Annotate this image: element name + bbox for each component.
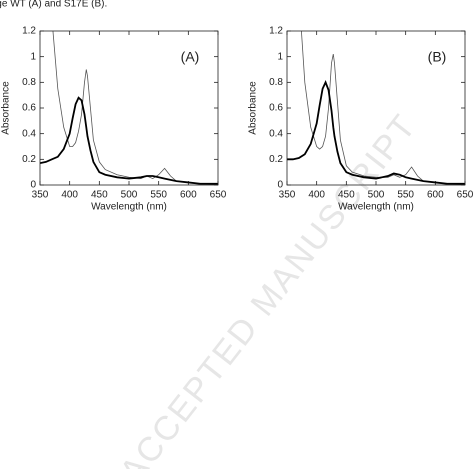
- y-axis-label: Absorbance: [1, 81, 12, 135]
- spectrum-line: [287, 80, 465, 185]
- y-tick-label: 0.6: [22, 103, 36, 114]
- y-tick-label: 0.8: [22, 77, 36, 88]
- y-tick-label: 0.2: [269, 154, 283, 165]
- y-tick-label: 0.4: [269, 128, 283, 139]
- x-tick-label: 550: [150, 190, 167, 201]
- x-tick-label: 600: [180, 190, 197, 201]
- plot-frame: [39, 30, 219, 186]
- y-tick-label: 0.6: [269, 103, 283, 114]
- x-tick-label: 400: [308, 190, 325, 201]
- spectrum-line: [301, 31, 465, 185]
- x-axis-label: Wavelength (nm): [338, 202, 414, 213]
- y-tick-label: 0.2: [22, 154, 36, 165]
- y-tick-label: 0: [30, 180, 36, 191]
- spectrum-line: [40, 96, 218, 185]
- plot-frame: [286, 30, 466, 186]
- caption: r Lyge WT (A) and S17E (B).: [0, 0, 107, 10]
- y-tick-label: 1.2: [269, 26, 283, 37]
- x-tick-label: 350: [32, 190, 49, 201]
- panel-label: (A): [181, 49, 200, 65]
- x-tick-label: 550: [397, 190, 414, 201]
- x-tick-label: 450: [338, 190, 355, 201]
- y-tick-label: 0.4: [22, 128, 36, 139]
- y-tick-label: 0: [277, 180, 283, 191]
- x-tick-label: 500: [121, 190, 138, 201]
- panel-label: (B): [428, 49, 447, 65]
- x-tick-label: 400: [61, 190, 78, 201]
- y-axis-label: Absorbance: [248, 81, 259, 135]
- x-tick-label: 650: [457, 190, 474, 201]
- x-tick-label: 500: [368, 190, 385, 201]
- x-tick-label: 650: [210, 190, 227, 201]
- y-tick-label: 0.8: [269, 77, 283, 88]
- y-tick-label: 1: [277, 51, 283, 62]
- spectrum-line: [52, 31, 218, 185]
- x-tick-label: 600: [427, 190, 444, 201]
- x-tick-label: 350: [279, 190, 296, 201]
- y-tick-label: 1.2: [22, 26, 36, 37]
- y-tick-label: 1: [30, 51, 36, 62]
- x-tick-label: 450: [91, 190, 108, 201]
- x-axis-label: Wavelength (nm): [91, 202, 167, 213]
